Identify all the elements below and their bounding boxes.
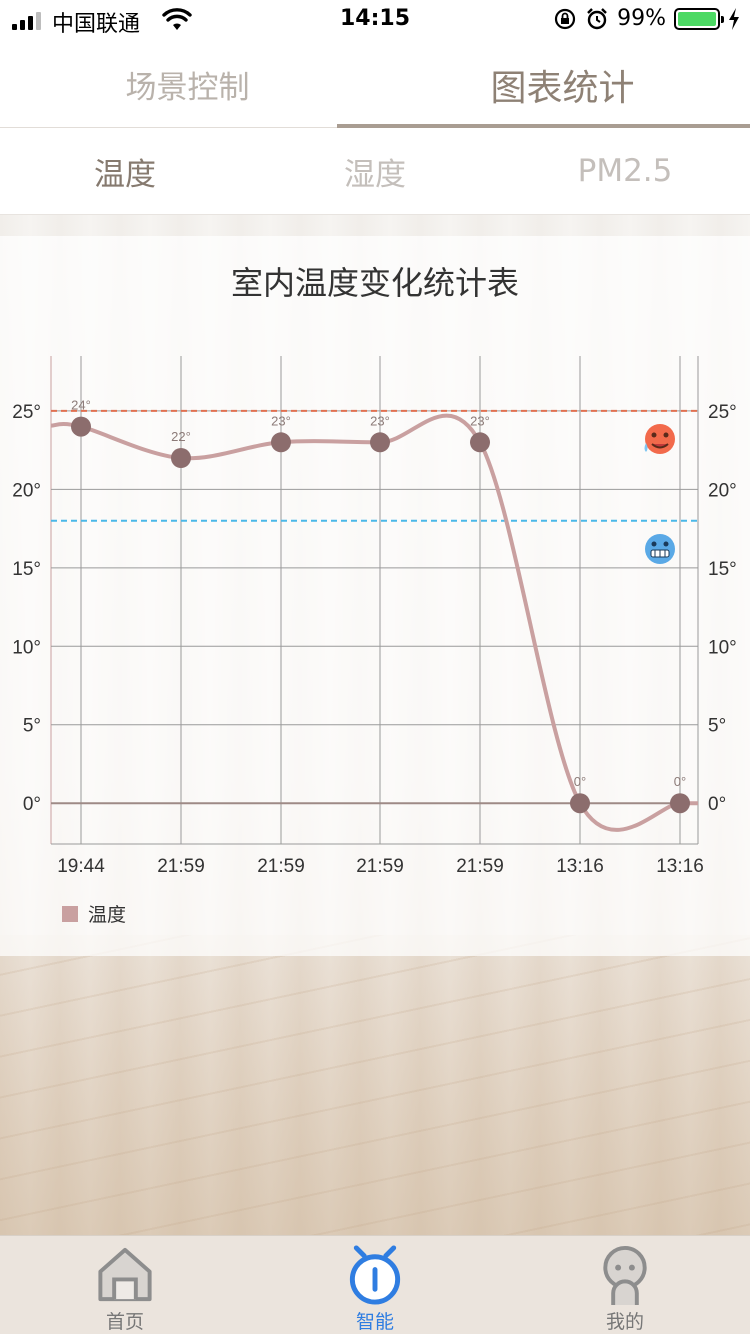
data-label: 23° bbox=[271, 413, 291, 428]
legend-swatch bbox=[62, 905, 78, 922]
charging-icon bbox=[729, 7, 739, 30]
data-point bbox=[670, 793, 690, 814]
data-label: 0° bbox=[674, 774, 686, 789]
x-tick-label: 21:59 bbox=[157, 856, 205, 877]
y-tick-label-left: 15° bbox=[12, 559, 41, 580]
data-point bbox=[370, 432, 390, 453]
y-tick-label-right: 15° bbox=[708, 559, 737, 580]
home-icon bbox=[98, 1247, 152, 1302]
signal-icon bbox=[12, 12, 41, 30]
x-tick-label: 21:59 bbox=[356, 856, 404, 877]
data-point bbox=[570, 793, 590, 814]
y-tick-label-left: 20° bbox=[12, 480, 41, 501]
data-point bbox=[271, 432, 291, 453]
series-line-temperature bbox=[50, 413, 698, 832]
y-tick-label-right: 0° bbox=[708, 794, 726, 815]
data-label: 23° bbox=[470, 413, 490, 428]
y-tick-label-right: 20° bbox=[708, 480, 737, 501]
legend-label: 温度 bbox=[88, 904, 127, 926]
y-tick-label-right: 10° bbox=[708, 637, 737, 658]
chart-title: 室内温度变化统计表 bbox=[230, 264, 519, 302]
x-tick-label: 19:44 bbox=[57, 856, 105, 877]
battery-icon bbox=[674, 7, 724, 30]
bottom-nav: 首页 智能 我的 bbox=[0, 1235, 750, 1334]
hot-face-icon bbox=[644, 424, 675, 454]
x-tick-label: 21:59 bbox=[456, 856, 504, 877]
data-point bbox=[470, 432, 490, 453]
y-tick-label-left: 25° bbox=[12, 402, 41, 423]
clock: 14:15 bbox=[339, 6, 411, 31]
alarm-icon bbox=[587, 7, 607, 29]
data-point bbox=[71, 416, 91, 437]
y-tick-label-right: 25° bbox=[708, 402, 737, 423]
nav-home-label: 首页 bbox=[105, 1311, 144, 1333]
temperature-line-chart: 0° 0° 5° 5° 10° 10° 15° 15° 20° 20° 25° 25° 19:44 21:… bbox=[12, 356, 737, 877]
data-label: 22° bbox=[171, 429, 191, 444]
nav-profile[interactable]: 我的 bbox=[500, 1236, 750, 1334]
x-tick-label: 13:16 bbox=[656, 856, 704, 877]
x-tick-label: 21:59 bbox=[257, 856, 305, 877]
profile-icon bbox=[603, 1245, 647, 1306]
background-floor bbox=[0, 935, 750, 1235]
x-tick-label: 13:16 bbox=[556, 856, 604, 877]
y-tick-label-left: 10° bbox=[12, 637, 41, 658]
nav-profile-label: 我的 bbox=[605, 1311, 644, 1333]
chart-legend: 温度 bbox=[62, 900, 126, 927]
battery-percent: 99% bbox=[617, 6, 666, 31]
smart-icon bbox=[349, 1245, 401, 1305]
tab-pm25[interactable]: PM2.5 bbox=[577, 153, 673, 189]
nav-smart[interactable]: 智能 bbox=[250, 1236, 500, 1334]
wifi-icon bbox=[162, 8, 192, 30]
y-tick-label-left: 5° bbox=[23, 716, 41, 737]
y-tick-label-left: 0° bbox=[23, 794, 41, 815]
tab-humidity[interactable]: 湿度 bbox=[344, 156, 406, 193]
chart-panel: 室内温度变化统计表 0° 0° 5° 5° 10° 10° 15° 15° 20° 20° 25° 2… bbox=[0, 236, 750, 956]
nav-smart-label: 智能 bbox=[355, 1311, 394, 1333]
data-label: 23° bbox=[370, 413, 390, 428]
tab-scene-control[interactable]: 场景控制 bbox=[125, 70, 250, 106]
tab-chart-stats[interactable]: 图表统计 bbox=[337, 42, 750, 128]
carrier-name: 中国联通 bbox=[52, 12, 141, 37]
tab-temperature[interactable]: 温度 bbox=[94, 156, 156, 193]
nav-home[interactable]: 首页 bbox=[0, 1236, 250, 1334]
y-tick-label-right: 5° bbox=[708, 716, 726, 737]
status-bar: 中国联通 14:15 99% bbox=[0, 0, 750, 42]
main-tabs: 场景控制 图表统计 bbox=[0, 42, 750, 128]
data-label: 0° bbox=[574, 774, 586, 789]
sub-tabs: 温度 湿度 PM2.5 bbox=[0, 128, 750, 215]
rotation-lock-icon bbox=[554, 8, 576, 29]
data-label: 24° bbox=[71, 398, 91, 413]
data-point bbox=[171, 447, 191, 468]
cold-face-icon bbox=[645, 534, 675, 564]
